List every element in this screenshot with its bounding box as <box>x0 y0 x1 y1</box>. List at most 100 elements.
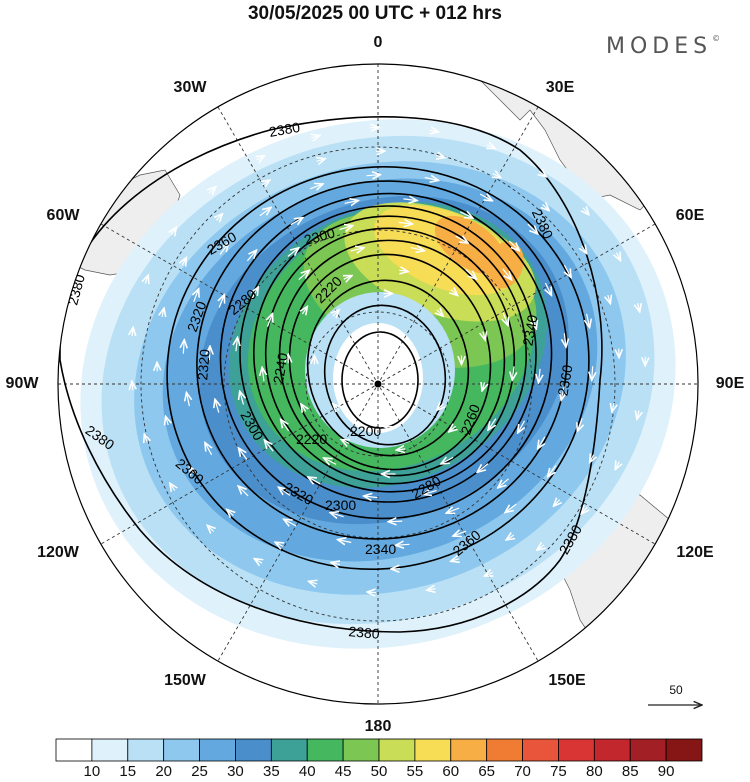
colorbar-swatch <box>342 738 380 762</box>
wind-vector-arrow <box>465 269 477 279</box>
wind-vector-arrow <box>240 391 244 405</box>
wind-vector-arrow <box>344 276 352 280</box>
wind-vector-arrow <box>259 207 271 217</box>
wind-vector-arrow <box>324 458 337 465</box>
south-pole-dot <box>374 380 382 388</box>
wind-vector-arrow <box>144 434 147 443</box>
colorbar-tick-label: 15 <box>119 763 137 780</box>
wind-vector-arrow <box>333 404 339 410</box>
wind-vector-arrow <box>582 246 587 254</box>
colorbar-swatch <box>306 738 344 762</box>
wind-vector-arrow <box>527 223 538 234</box>
wind-vector-arrow <box>209 346 210 361</box>
lon-label-120w: 120W <box>37 544 79 561</box>
wind-vector-arrow <box>162 308 164 317</box>
wind-vector-arrow <box>577 418 582 431</box>
colorbar-swatch <box>414 738 452 762</box>
wind-vector-arrow <box>264 440 274 452</box>
wind-vector-arrow <box>564 333 566 347</box>
wind-vector-arrow <box>311 135 320 138</box>
wind-vector-arrow <box>498 478 509 488</box>
colorbar-tick-label: 80 <box>585 763 603 780</box>
wind-vector-arrow <box>592 366 593 380</box>
wind-vector-arrow <box>252 287 259 300</box>
wind-vector-arrow <box>453 531 467 536</box>
wind-vector-arrow <box>132 327 133 337</box>
colorbar-tick-label: 20 <box>155 763 172 780</box>
wind-vector-arrow <box>330 513 344 517</box>
wind-vector-arrow <box>238 486 249 497</box>
wind-vector-arrow <box>186 392 189 407</box>
wind-vector-arrow <box>183 340 184 354</box>
wind-vector-arrow <box>246 250 256 262</box>
wind-vector-arrow <box>309 184 323 189</box>
wind-vector-arrow <box>484 573 492 577</box>
colorbar-tick-label: 65 <box>478 763 495 780</box>
wind-vector-arrow <box>219 295 224 308</box>
wind-vector-arrow <box>587 313 590 328</box>
colorbar-swatch <box>665 738 703 762</box>
colorbar-swatch <box>91 738 129 762</box>
lon-label-60w: 60W <box>46 207 80 224</box>
wind-vector-arrow <box>483 332 485 341</box>
wind-vector-arrow <box>278 487 291 496</box>
contour-label: 2360 <box>554 363 575 397</box>
colorbar-swatch <box>270 738 308 762</box>
colorbar-swatch <box>55 738 93 762</box>
wind-vector-arrow <box>205 443 212 456</box>
wind-vector-arrow <box>437 404 443 410</box>
wind-vector-arrow <box>275 542 283 546</box>
colorbar-tick-label: 70 <box>514 763 531 780</box>
wind-vector-arrow <box>436 155 445 157</box>
wind-vector-arrow <box>403 199 417 201</box>
wind-vector-arrow <box>399 270 408 271</box>
wind-vector-arrow <box>268 314 273 327</box>
copyright-mark: © <box>712 34 721 43</box>
wind-vector-arrow <box>482 382 485 391</box>
wind-vector-arrow <box>543 204 550 210</box>
wind-vector-arrow <box>287 248 299 257</box>
colorbar-tick-label: 90 <box>657 763 675 780</box>
wind-vector-arrow <box>451 559 460 562</box>
wind-vector-arrow <box>171 227 176 235</box>
wind-vector-arrow <box>518 420 525 433</box>
wind-vectors <box>132 127 646 592</box>
contour-label: 2340 <box>519 313 540 347</box>
colorbar-swatch <box>163 738 200 762</box>
wind-vector-arrow <box>344 201 359 204</box>
colorbar-tick-label: 30 <box>227 763 244 780</box>
contour-2290 <box>253 215 527 493</box>
wind-vector-arrow <box>503 312 508 326</box>
wind-vector-arrow <box>281 419 290 432</box>
colorbar-swatch <box>235 738 272 762</box>
colorbar-tick-label: 25 <box>191 763 208 780</box>
contour-label: 2380 <box>268 119 302 140</box>
lon-label-30w: 30W <box>173 79 207 96</box>
wind-vector-arrow <box>350 248 365 251</box>
wind-vector-arrow <box>545 282 551 296</box>
wind-vector-arrow <box>590 455 594 463</box>
wind-vector-arrow <box>502 268 512 280</box>
wind-vector-arrow <box>537 545 544 550</box>
wind-vector-arrow <box>538 436 545 449</box>
wind-vector-arrow <box>369 127 379 128</box>
contour-label: 2320 <box>194 348 213 381</box>
wind-vector-arrow <box>437 310 443 316</box>
wind-vector-arrow <box>216 214 222 221</box>
contour-label: 2200 <box>350 423 381 439</box>
wind-vector-arrow <box>615 462 619 470</box>
wind-vector-arrow <box>583 208 589 215</box>
colorbar-swatch <box>593 738 631 762</box>
colorbar-swatch <box>522 738 559 762</box>
wind-vector-arrow <box>166 416 169 425</box>
contour-label: 2340 <box>365 541 396 557</box>
lon-label-180: 180 <box>364 718 392 735</box>
wind-vector-arrow <box>608 295 611 304</box>
lon-label-150w: 150W <box>164 672 206 689</box>
wind-vector-arrow <box>236 337 238 352</box>
wind-vector-arrow <box>219 243 228 255</box>
wind-vector-arrow <box>488 418 497 431</box>
contour-2240 <box>306 279 470 457</box>
wind-vector-arrow <box>441 457 454 464</box>
